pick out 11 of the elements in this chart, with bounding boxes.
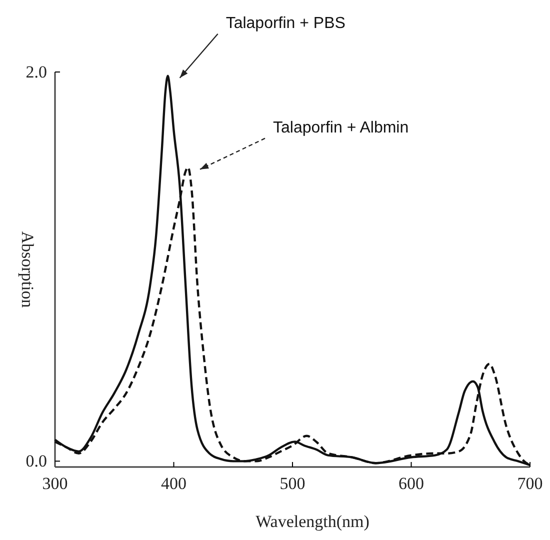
y-tick-label: 2.0 [26, 62, 47, 82]
text: Talaporfin + PBS [226, 14, 346, 32]
x-tick-label: 600 [398, 474, 424, 494]
x-tick-label: 400 [161, 474, 186, 494]
x-axis-title: Wavelength(nm) [256, 512, 370, 531]
x-tick-label: 700 [517, 474, 543, 494]
y-tick-label: 0.0 [26, 452, 47, 471]
y-axis-title: Absorption [18, 231, 37, 308]
x-tick-label: 300 [42, 474, 68, 494]
text: Talaporfin + Albmin [273, 119, 409, 136]
x-tick-label: 500 [280, 474, 306, 494]
